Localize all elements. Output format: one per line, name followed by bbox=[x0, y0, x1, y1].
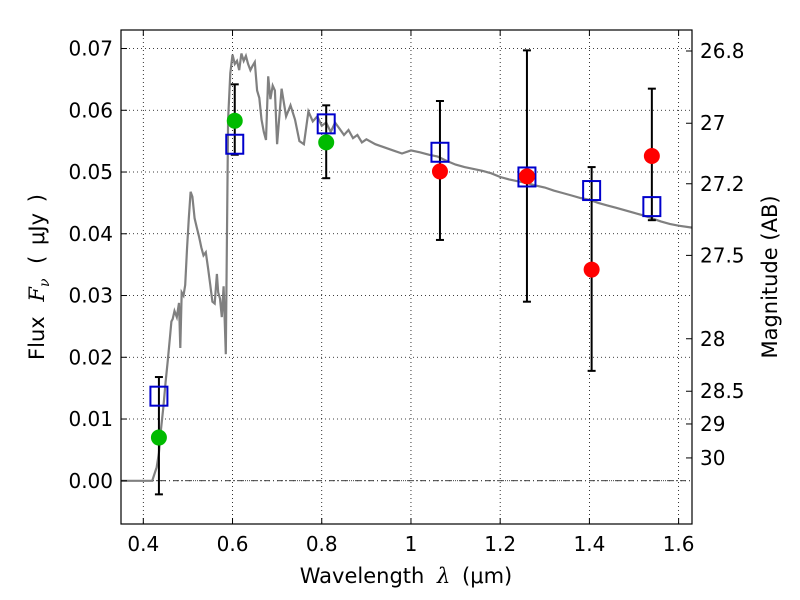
y-axis-title-prefix: Flux bbox=[25, 316, 49, 360]
model-point-square bbox=[225, 133, 245, 155]
y-axis-title-unit: μJy bbox=[25, 213, 49, 245]
y-axis-title: Flux Fν ( μJy ) bbox=[25, 194, 54, 360]
red-data-point bbox=[643, 147, 660, 164]
x-tick-label: 1.4 bbox=[573, 532, 605, 556]
red-data-point bbox=[583, 261, 600, 278]
model-point-square bbox=[316, 113, 336, 135]
green-data-point bbox=[226, 112, 243, 129]
y-tick-label: 0.07 bbox=[68, 37, 113, 61]
red-data-point bbox=[431, 163, 448, 180]
mag-tick-label: 29 bbox=[700, 412, 725, 436]
red-data-point bbox=[518, 168, 535, 185]
mag-tick-label: 30 bbox=[700, 446, 725, 470]
x-axis-title-close: ) bbox=[504, 564, 512, 588]
right-axis-title: Magnitude (AB) bbox=[758, 195, 782, 358]
mag-tick-label: 28 bbox=[700, 327, 725, 351]
mag-tick-label: 27.5 bbox=[700, 243, 745, 267]
y-tick-label: 0.00 bbox=[68, 469, 113, 493]
mag-tick-label: 27 bbox=[700, 111, 725, 135]
mag-tick-label: 26.8 bbox=[700, 39, 745, 63]
plot-frame bbox=[120, 29, 693, 525]
model-point-square bbox=[149, 385, 169, 407]
y-axis-title-symbol: F bbox=[25, 286, 49, 303]
y-tick-label: 0.04 bbox=[68, 222, 113, 246]
x-axis-title: Wavelength λ (μm) bbox=[300, 564, 513, 588]
mag-tick-label: 27.2 bbox=[700, 172, 745, 196]
y-axis-title-open: ( bbox=[25, 256, 49, 264]
data-markers bbox=[149, 112, 662, 446]
x-tick-label: 0.4 bbox=[127, 532, 159, 556]
mag-tick-label: 28.5 bbox=[700, 379, 745, 403]
y-tick-label: 0.03 bbox=[68, 284, 113, 308]
model-point-square bbox=[517, 166, 537, 188]
x-tick-label: 0.8 bbox=[306, 532, 338, 556]
y-tick-label: 0.01 bbox=[68, 407, 113, 431]
y-tick-label: 0.02 bbox=[68, 345, 113, 369]
model-point-square bbox=[642, 196, 662, 218]
x-tick-label: 1.2 bbox=[484, 532, 516, 556]
model-point-square bbox=[582, 180, 602, 202]
x-axis-title-symbol: λ bbox=[436, 564, 450, 588]
y-axis-title-close: ) bbox=[25, 194, 49, 202]
x-axis-title-prefix: Wavelength bbox=[300, 564, 425, 588]
grid-lines bbox=[121, 30, 692, 524]
x-tick-label: 1.6 bbox=[663, 532, 695, 556]
axis-ticks: 0.4 0.6 0.8 1 1.2 1.4 1.6 0.00 0.01 0.02 0.03 0.04 0… bbox=[68, 30, 745, 556]
x-tick-label: 1 bbox=[405, 532, 418, 556]
green-data-point bbox=[150, 429, 167, 446]
x-axis-title-unit: μm bbox=[470, 564, 504, 588]
model-point-square bbox=[430, 141, 450, 163]
y-axis-title-subscript: ν bbox=[37, 278, 53, 287]
x-axis-title-open: ( bbox=[462, 564, 470, 588]
y-tick-label: 0.06 bbox=[68, 98, 113, 122]
y-tick-label: 0.05 bbox=[68, 160, 113, 184]
x-tick-label: 0.6 bbox=[217, 532, 249, 556]
green-data-point bbox=[318, 134, 335, 151]
model-spectrum-line bbox=[121, 52, 693, 482]
